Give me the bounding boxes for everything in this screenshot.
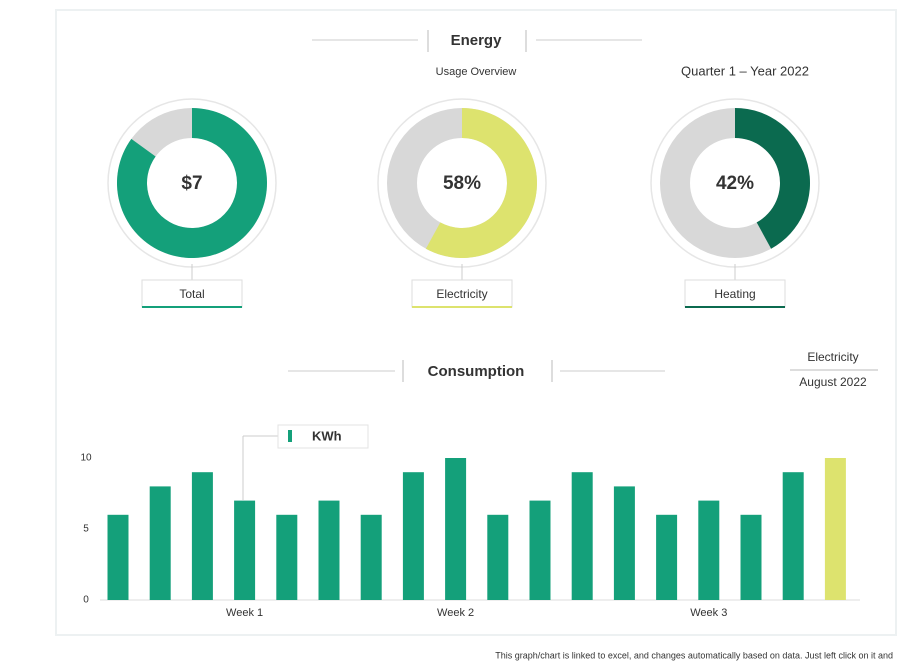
label-box xyxy=(684,279,786,308)
bar xyxy=(445,458,467,600)
donut-label: 58% xyxy=(443,173,481,194)
section-title: Consumption xyxy=(428,363,525,380)
bar xyxy=(360,514,382,600)
bar xyxy=(698,500,720,600)
bar xyxy=(782,472,804,600)
donut-slice xyxy=(735,108,810,249)
legend-label: KWh xyxy=(312,428,342,443)
x-tick-label: Week 1 xyxy=(226,607,263,619)
y-tick-label: 5 xyxy=(83,524,89,535)
section-label: Electricity xyxy=(807,350,858,364)
y-tick-label: 0 xyxy=(83,595,89,606)
card xyxy=(55,9,897,636)
bar xyxy=(529,500,551,600)
footer-note: This graph/chart is linked to excel, and… xyxy=(495,650,893,660)
bar xyxy=(740,514,762,600)
period: Quarter 1 – Year 2022 xyxy=(681,63,809,78)
bar xyxy=(149,486,171,600)
donut-label: $7 xyxy=(181,173,202,194)
bar xyxy=(191,472,213,600)
donut-center xyxy=(692,140,778,226)
donut-label: 42% xyxy=(716,173,754,194)
donut-slice xyxy=(117,108,268,259)
label-box xyxy=(411,279,513,308)
y-tick-label: 10 xyxy=(80,453,92,464)
bar xyxy=(234,500,256,600)
legend-box xyxy=(277,424,369,449)
x-tick-label: Week 3 xyxy=(690,607,727,619)
subtitle: Usage Overview xyxy=(436,66,517,78)
donut-title: Total xyxy=(179,287,204,301)
bar xyxy=(571,472,593,600)
section-period: August 2022 xyxy=(799,375,867,389)
donut-title: Electricity xyxy=(436,287,487,301)
donut-slice xyxy=(425,108,537,258)
donut-title: Heating xyxy=(714,287,755,301)
bar xyxy=(318,500,340,600)
x-tick-label: Week 2 xyxy=(437,607,474,619)
bar xyxy=(656,514,678,600)
bar xyxy=(487,514,509,600)
donut-center xyxy=(419,140,505,226)
title: Energy xyxy=(451,32,503,49)
bar xyxy=(276,514,298,600)
bar xyxy=(107,514,129,600)
donut-center xyxy=(149,140,235,226)
label-box xyxy=(141,279,243,308)
bar xyxy=(613,486,635,600)
bar xyxy=(824,458,846,600)
legend-swatch xyxy=(288,430,292,442)
bar xyxy=(402,472,424,600)
